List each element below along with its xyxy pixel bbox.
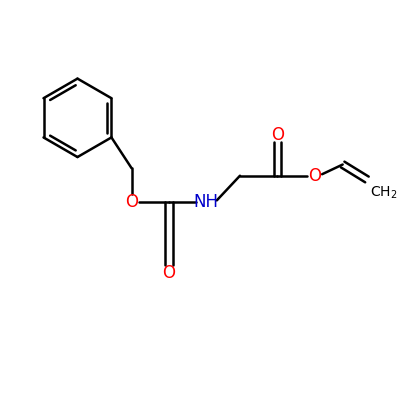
Text: NH: NH [194, 193, 219, 211]
Text: CH$_2$: CH$_2$ [370, 184, 397, 201]
Text: O: O [271, 126, 284, 144]
Text: O: O [125, 193, 138, 211]
Text: O: O [308, 167, 321, 185]
Text: O: O [162, 264, 176, 282]
